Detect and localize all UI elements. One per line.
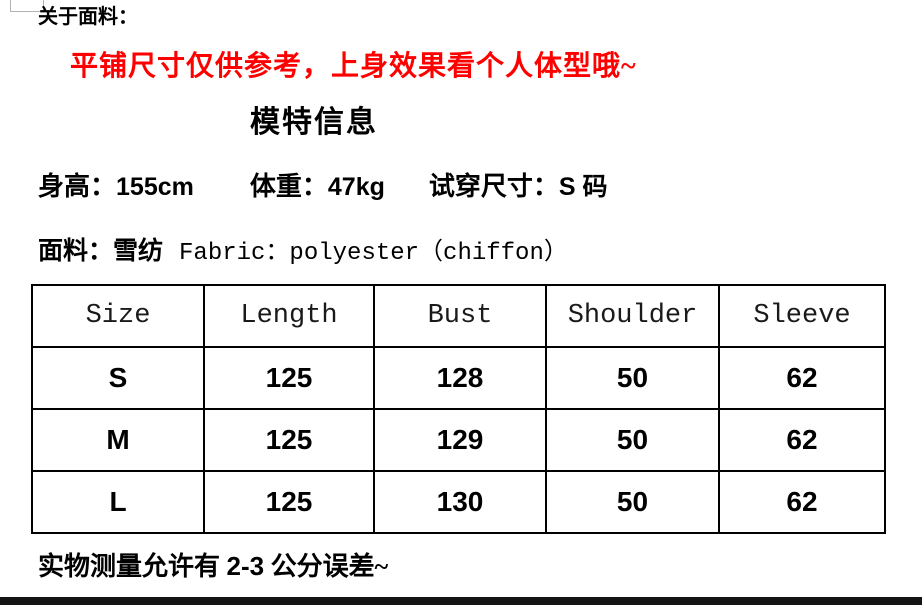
height-label: 身高：	[38, 172, 117, 201]
cell-sleeve: 62	[718, 408, 886, 472]
table-row-size-s: S 125 128 50 62	[31, 346, 886, 410]
header-bust: Bust	[373, 284, 547, 348]
header-size: Size	[31, 284, 205, 348]
table-row-size-l: L 125 130 50 62	[31, 470, 886, 534]
fabric-label-en: Fabric：polyester（chiffon）	[179, 240, 568, 267]
cell-bust: 130	[373, 470, 547, 534]
fabric-label-cn: 面料：雪纺	[38, 238, 164, 265]
tryon-size-label: 试穿尺寸：	[428, 172, 559, 201]
size-chart-table: Size Length Bust Shoulder Sleeve S 125 1…	[31, 284, 886, 534]
cell-shoulder: 50	[545, 470, 720, 534]
weight-label: 体重：	[249, 172, 328, 201]
cell-length: 125	[203, 346, 375, 410]
cell-size: M	[31, 408, 205, 472]
note-tolerance-value: 2-3	[226, 551, 265, 581]
cropped-box-artifact	[10, 0, 44, 12]
note-prefix: 实物测量允许有	[38, 552, 227, 581]
cell-sleeve: 62	[718, 470, 886, 534]
cell-length: 125	[203, 408, 375, 472]
cell-bust: 128	[373, 346, 547, 410]
cell-bust: 129	[373, 408, 547, 472]
cell-size: S	[31, 346, 205, 410]
table-row-size-m: M 125 129 50 62	[31, 408, 886, 472]
cell-shoulder: 50	[545, 346, 720, 410]
height-value: 155cm	[116, 173, 194, 201]
model-info-title: 模特信息	[250, 106, 378, 139]
weight-value: 47kg	[327, 173, 385, 201]
measurement-tolerance-note: 实物测量允许有 2-3 公分误差~	[38, 551, 389, 582]
size-chart-header-row: Size Length Bust Shoulder Sleeve	[31, 284, 886, 348]
cell-sleeve: 62	[718, 346, 886, 410]
header-length: Length	[203, 284, 375, 348]
model-info-line: 身高：155cm 体重：47kg 试穿尺寸：S 码	[38, 172, 608, 202]
header-sleeve: Sleeve	[718, 284, 886, 348]
fabric-info-line: 面料：雪纺 Fabric：polyester（chiffon）	[38, 238, 568, 268]
cell-length: 125	[203, 470, 375, 534]
tryon-size-value: S 码	[558, 173, 608, 201]
cell-shoulder: 50	[545, 408, 720, 472]
note-suffix: 公分误差~	[264, 552, 389, 581]
header-shoulder: Shoulder	[545, 284, 720, 348]
fabric-section-label: 关于面料：	[38, 6, 138, 28]
bottom-divider-bar	[0, 597, 922, 605]
size-disclaimer-text: 平铺尺寸仅供参考，上身效果看个人体型哦~	[70, 51, 637, 82]
cell-size: L	[31, 470, 205, 534]
